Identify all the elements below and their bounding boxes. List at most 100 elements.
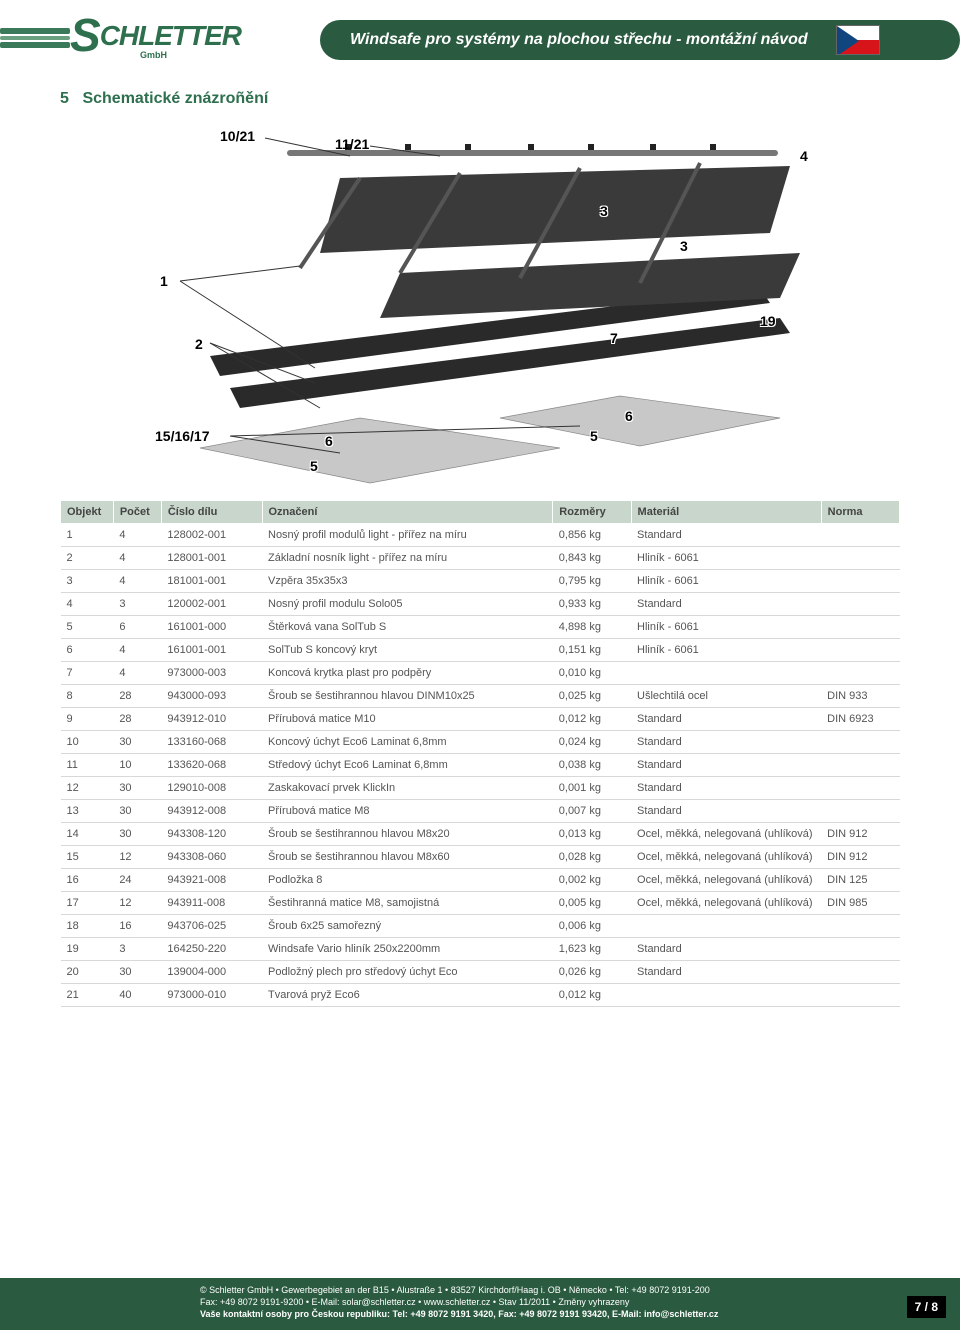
logo-word: CHLETTER	[100, 20, 241, 51]
table-cell: 943308-060	[161, 846, 262, 869]
callout-label: 7	[610, 330, 618, 346]
callout-label: 15/16/17	[155, 428, 210, 444]
table-cell: 0,843 kg	[553, 547, 631, 570]
table-cell: 2	[61, 547, 114, 570]
table-cell: 7	[61, 662, 114, 685]
table-row: 1512943308-060Šroub se šestihrannou hlav…	[61, 846, 900, 869]
table-cell: 13	[61, 800, 114, 823]
table-cell: 0,025 kg	[553, 685, 631, 708]
table-cell: 161001-001	[161, 639, 262, 662]
table-cell: 4	[113, 662, 161, 685]
table-cell: 164250-220	[161, 938, 262, 961]
callout-label: 6	[325, 433, 333, 449]
table-cell: Ušlechtilá ocel	[631, 685, 821, 708]
table-cell: 4	[61, 593, 114, 616]
table-cell: 128001-001	[161, 547, 262, 570]
table-cell: 28	[113, 708, 161, 731]
table-cell: DIN 125	[821, 869, 899, 892]
table-cell: 0,002 kg	[553, 869, 631, 892]
parts-col-header: Materiál	[631, 501, 821, 524]
table-cell: 4	[113, 547, 161, 570]
table-cell: 0,151 kg	[553, 639, 631, 662]
table-cell: Šroub se šestihrannou hlavou DINM10x25	[262, 685, 553, 708]
callout-label: 5	[310, 458, 318, 474]
table-cell: Standard	[631, 961, 821, 984]
table-cell: 129010-008	[161, 777, 262, 800]
table-cell: 120002-001	[161, 593, 262, 616]
table-row: 24128001-001Základní nosník light - příř…	[61, 547, 900, 570]
table-cell: DIN 985	[821, 892, 899, 915]
table-cell: Štěrková vana SolTub S	[262, 616, 553, 639]
table-row: 1624943921-008Podložka 80,002 kgOcel, mě…	[61, 869, 900, 892]
table-cell: 12	[113, 846, 161, 869]
table-row: 43120002-001Nosný profil modulu Solo050,…	[61, 593, 900, 616]
page-footer: © Schletter GmbH • Gewerbegebiet an der …	[0, 1278, 960, 1330]
table-row: 828943000-093Šroub se šestihrannou hlavo…	[61, 685, 900, 708]
parts-col-header: Norma	[821, 501, 899, 524]
table-cell: Standard	[631, 754, 821, 777]
table-cell: Hliník - 6061	[631, 547, 821, 570]
table-cell: 943000-093	[161, 685, 262, 708]
table-cell: 943921-008	[161, 869, 262, 892]
table-cell	[821, 639, 899, 662]
table-cell: Nosný profil modulu Solo05	[262, 593, 553, 616]
table-cell: 4	[113, 639, 161, 662]
table-cell	[821, 800, 899, 823]
table-cell	[821, 524, 899, 547]
table-cell: DIN 912	[821, 846, 899, 869]
parts-table: ObjektPočetČíslo díluOznačeníRozměryMate…	[60, 500, 900, 1007]
table-cell: Standard	[631, 777, 821, 800]
table-cell: 40	[113, 984, 161, 1007]
section-number: 5	[60, 90, 78, 108]
logo-s: S	[70, 9, 100, 61]
table-row: 928943912-010Přírubová matice M100,012 k…	[61, 708, 900, 731]
table-cell: Hliník - 6061	[631, 639, 821, 662]
table-cell: 5	[61, 616, 114, 639]
table-cell: 0,005 kg	[553, 892, 631, 915]
table-row: 1330943912-008Přírubová matice M80,007 k…	[61, 800, 900, 823]
table-cell: 14	[61, 823, 114, 846]
table-cell: 19	[61, 938, 114, 961]
document-title: Windsafe pro systémy na plochou střechu …	[350, 31, 808, 49]
table-cell: Podložka 8	[262, 869, 553, 892]
callout-label: 6	[625, 408, 633, 424]
table-cell: DIN 912	[821, 823, 899, 846]
table-cell: 0,933 kg	[553, 593, 631, 616]
table-cell: 161001-000	[161, 616, 262, 639]
table-row: 14128002-001Nosný profil modulů light - …	[61, 524, 900, 547]
table-cell	[821, 616, 899, 639]
table-cell: 3	[113, 593, 161, 616]
table-cell: 0,795 kg	[553, 570, 631, 593]
table-cell: 0,001 kg	[553, 777, 631, 800]
table-cell: DIN 6923	[821, 708, 899, 731]
table-row: 34181001-001Vzpěra 35x35x30,795 kgHliník…	[61, 570, 900, 593]
table-cell: Šroub se šestihrannou hlavou M8x60	[262, 846, 553, 869]
table-cell: 973000-010	[161, 984, 262, 1007]
table-cell: 133620-068	[161, 754, 262, 777]
table-cell: 12	[113, 892, 161, 915]
page-header: SCHLETTER GmbH Windsafe pro systémy na p…	[0, 0, 960, 70]
parts-col-header: Označení	[262, 501, 553, 524]
page-number: 7 / 8	[907, 1296, 946, 1318]
parts-col-header: Rozměry	[553, 501, 631, 524]
callout-label: 4	[800, 148, 808, 164]
table-row: 2140973000-010Tvarová pryž Eco60,012 kg	[61, 984, 900, 1007]
callout-label: 10/21	[220, 128, 255, 144]
table-cell: 0,012 kg	[553, 984, 631, 1007]
table-cell: 30	[113, 823, 161, 846]
table-cell: 12	[61, 777, 114, 800]
table-row: 193164250-220Windsafe Vario hliník 250x2…	[61, 938, 900, 961]
table-cell: Podložný plech pro středový úchyt Eco	[262, 961, 553, 984]
callout-label: 3	[680, 238, 688, 254]
parts-col-header: Objekt	[61, 501, 114, 524]
section-title: Schematické znázroñění	[82, 90, 268, 107]
table-cell: Vzpěra 35x35x3	[262, 570, 553, 593]
parts-table-head: ObjektPočetČíslo díluOznačeníRozměryMate…	[61, 501, 900, 524]
table-cell: DIN 933	[821, 685, 899, 708]
table-cell	[821, 915, 899, 938]
table-row: 1816943706-025Šroub 6x25 samořezný0,006 …	[61, 915, 900, 938]
table-cell: 0,006 kg	[553, 915, 631, 938]
table-cell: 30	[113, 731, 161, 754]
table-cell: 0,856 kg	[553, 524, 631, 547]
table-cell: 18	[61, 915, 114, 938]
